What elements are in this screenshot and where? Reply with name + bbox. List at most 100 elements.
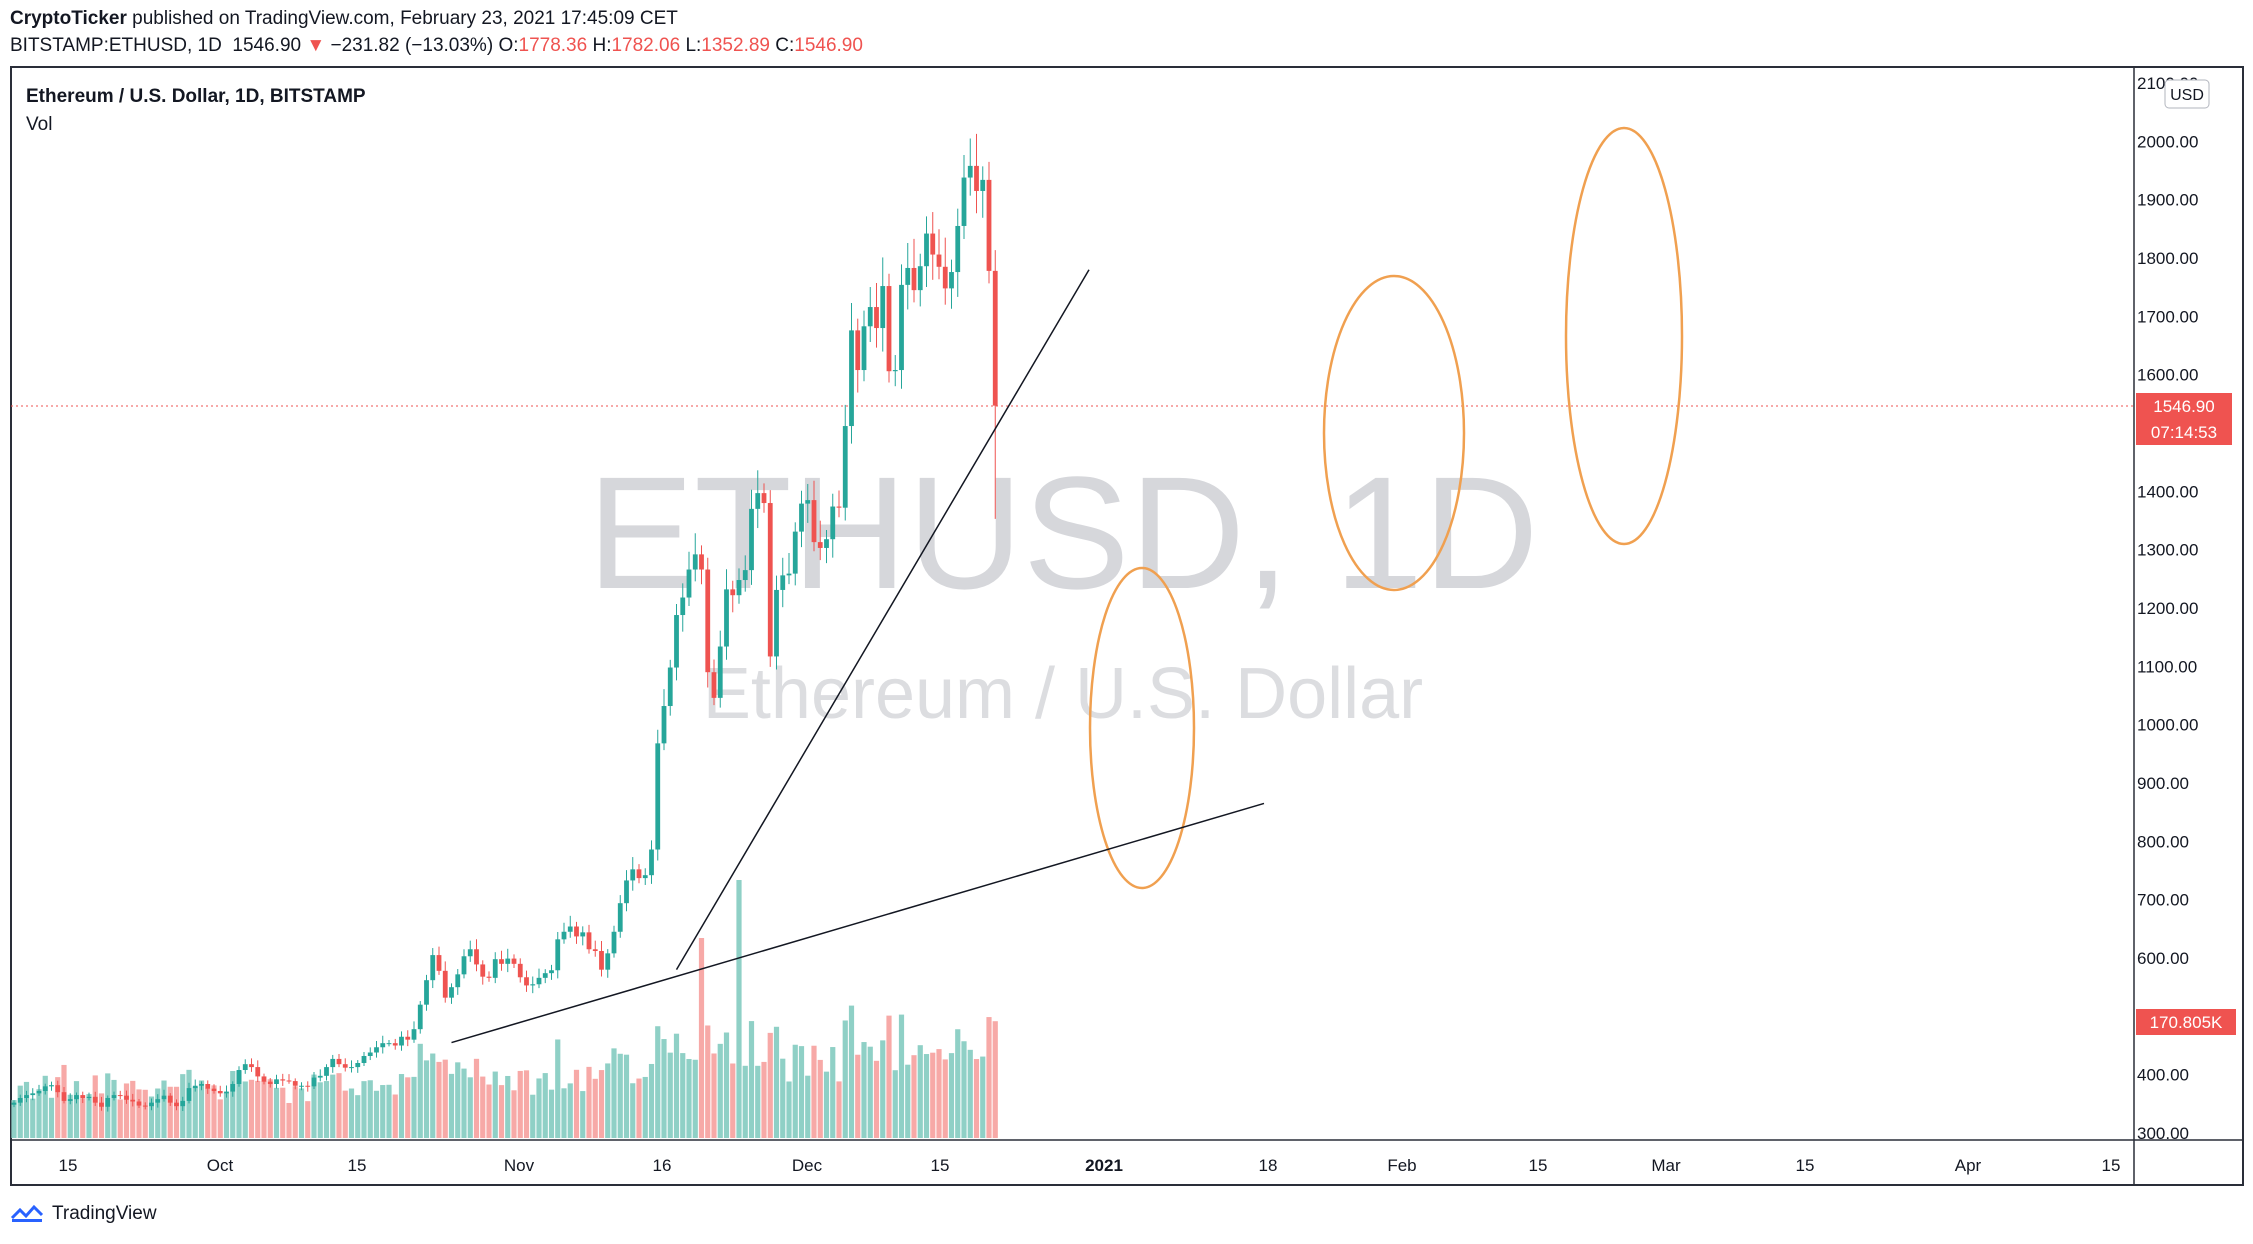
- volume-bar: [536, 1078, 542, 1138]
- candle-body: [211, 1088, 217, 1092]
- candle-body: [105, 1098, 111, 1107]
- price-tick-label: 400.00: [2137, 1066, 2189, 1085]
- candle-body: [386, 1043, 392, 1045]
- volume-bar: [373, 1090, 380, 1138]
- candle-body: [230, 1084, 236, 1092]
- candle-body: [899, 284, 904, 371]
- candle-body: [161, 1095, 167, 1100]
- price-tick-label: 1300.00: [2137, 541, 2198, 560]
- currency-button-box[interactable]: [2164, 79, 2210, 109]
- price-axis[interactable]: 2100.002000.001900.001800.001700.001600.…: [2137, 74, 2198, 1143]
- volume-bar: [336, 1073, 342, 1138]
- candle-body: [99, 1102, 104, 1107]
- volume-bar: [261, 1081, 267, 1138]
- volume-bar: [417, 1043, 423, 1138]
- highlight-ellipse: [1564, 126, 1684, 546]
- volume-bar: [442, 1059, 448, 1138]
- volume-bar: [192, 1087, 198, 1138]
- candle-body: [636, 869, 642, 879]
- volume-bar: [530, 1094, 536, 1138]
- change-value: −231.82 (−13.03%): [330, 35, 494, 56]
- volume-bar: [48, 1097, 55, 1138]
- candle-body: [505, 958, 511, 964]
- candle-body: [199, 1084, 204, 1086]
- volume-bar: [498, 1085, 505, 1138]
- candle-body: [605, 953, 611, 970]
- time-tick-label: Apr: [1955, 1156, 1982, 1175]
- volume-bar: [505, 1075, 511, 1138]
- volume-bar: [811, 1045, 817, 1138]
- candle-body: [555, 939, 561, 971]
- volume-bar: [792, 1044, 798, 1138]
- candle-body: [974, 165, 979, 191]
- volume-bar: [573, 1069, 580, 1138]
- candle-body: [630, 869, 636, 881]
- candle-body: [730, 589, 736, 596]
- volume-bar: [805, 1075, 811, 1138]
- volume-bar: [542, 1073, 548, 1138]
- volume-bar: [136, 1089, 142, 1138]
- volume-bar: [930, 1052, 936, 1138]
- volume-bar: [348, 1088, 355, 1138]
- volume-bar: [355, 1095, 361, 1138]
- candle-body: [567, 926, 573, 932]
- volume-bar: [667, 1052, 673, 1138]
- candle-body: [917, 266, 923, 291]
- time-axis[interactable]: 15 Oct 15 Nov 16 Dec 15 2021 18 Feb 15 Mar 15 Apr 15: [59, 1156, 2121, 1175]
- volume-bar: [967, 1049, 973, 1138]
- volume-bar: [742, 1065, 748, 1138]
- volume-bar: [586, 1066, 592, 1138]
- volume-bar: [55, 1077, 61, 1138]
- volume-bar: [11, 1100, 17, 1138]
- candle-body: [455, 974, 461, 988]
- volume-bar: [986, 1017, 992, 1138]
- candle-body: [380, 1043, 386, 1048]
- volume-bar: [905, 1064, 911, 1138]
- volume-bar: [130, 1080, 136, 1138]
- candle-body: [124, 1095, 129, 1100]
- last-price-tag-bg: [2136, 393, 2232, 419]
- currency-button[interactable]: USD: [2170, 87, 2204, 104]
- chart-frame: [10, 66, 2244, 1186]
- candle-body: [430, 955, 436, 981]
- volume-bar: [480, 1076, 486, 1138]
- volume-bar: [730, 1063, 736, 1138]
- low-value: 1352.89: [701, 35, 770, 56]
- candle-body: [661, 706, 667, 744]
- volume-bar: [236, 1070, 242, 1138]
- down-arrow-icon: ▼: [306, 35, 326, 56]
- time-tick-label: Nov: [504, 1156, 535, 1175]
- candle-body: [561, 931, 567, 940]
- volume-bar: [623, 1054, 630, 1138]
- candle-body: [942, 266, 948, 289]
- candle-body: [530, 984, 536, 986]
- high-value: 1782.06: [611, 35, 681, 56]
- candle-body: [92, 1096, 98, 1103]
- high-label: H:: [592, 35, 612, 56]
- candle-body: [299, 1085, 304, 1087]
- volume-bar: [255, 1080, 261, 1138]
- volume-bar: [886, 1015, 892, 1138]
- candle-body: [267, 1081, 273, 1085]
- price-tick-label: 300.00: [2137, 1124, 2189, 1143]
- volume-bar: [248, 1079, 255, 1138]
- volume-bar: [311, 1074, 317, 1138]
- volume-bar: [611, 1048, 617, 1138]
- candle-body: [192, 1085, 198, 1089]
- volume-bar: [361, 1081, 367, 1138]
- volume-bar: [198, 1080, 205, 1138]
- candle-body: [217, 1091, 223, 1094]
- volume-bar: [448, 1073, 455, 1138]
- volume-bar: [411, 1076, 417, 1138]
- time-tick-label: 15: [2102, 1156, 2121, 1175]
- tradingview-logo-icon: [10, 1204, 44, 1222]
- volume-bar: [98, 1093, 105, 1138]
- volume-bar: [661, 1039, 667, 1138]
- volume-bar: [936, 1049, 942, 1138]
- volume-bar: [155, 1088, 161, 1138]
- volume-bar: [148, 1096, 155, 1138]
- volume-bar: [567, 1083, 573, 1138]
- volume-bar: [286, 1102, 292, 1138]
- volume-bar: [36, 1089, 42, 1138]
